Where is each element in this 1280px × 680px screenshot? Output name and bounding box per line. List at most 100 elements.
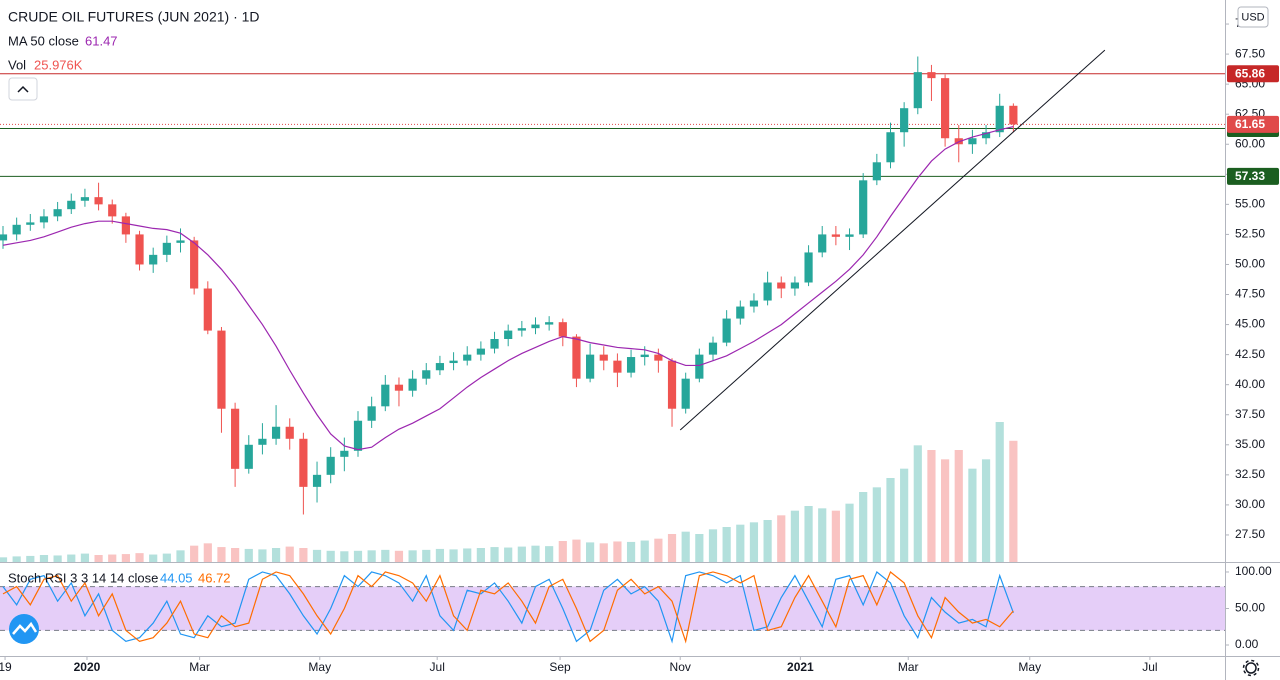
volume-bar <box>121 554 130 562</box>
logo[interactable] <box>9 614 39 644</box>
volume-bar <box>613 541 622 562</box>
candle-body <box>804 252 813 283</box>
x-tick-label: Jul <box>430 660 445 674</box>
x-tick-label: Mar <box>898 660 919 674</box>
candle-body <box>872 162 881 181</box>
candle-body <box>626 357 636 373</box>
candle-body <box>271 426 281 439</box>
y-tick-label: 55.00 <box>1235 197 1265 211</box>
volume-bar <box>258 549 267 562</box>
candle-body <box>1009 105 1018 125</box>
candle-body <box>53 209 62 217</box>
y-tick-label: 37.50 <box>1235 407 1265 421</box>
volume-bar <box>312 549 322 562</box>
volume-bar <box>777 515 786 562</box>
y-tick-label: 30.00 <box>1235 497 1265 511</box>
candle-body <box>981 132 991 139</box>
volume-bar <box>490 547 499 562</box>
volume-bar <box>135 553 144 562</box>
y-tick-label: 60.00 <box>1235 136 1265 150</box>
volume-bar <box>12 556 21 562</box>
volume-bar <box>394 550 404 562</box>
stoch-band <box>0 586 1225 631</box>
candle-body <box>667 360 677 409</box>
ma-line <box>2 126 1014 451</box>
volume-bar <box>435 548 445 562</box>
currency-box[interactable]: USD <box>1237 6 1269 28</box>
settings-icon[interactable] <box>1242 659 1260 677</box>
candle-body <box>818 234 827 253</box>
volume-bar <box>708 529 718 562</box>
candle-body <box>845 234 854 237</box>
volume-bar <box>804 506 813 562</box>
candle-body <box>463 354 472 361</box>
y2-tick-label: 0.00 <box>1235 637 1259 651</box>
ma-label: MA 50 close <box>8 33 79 48</box>
price-badge <box>1227 65 1279 83</box>
chart-title: CRUDE OIL FUTURES (JUN 2021) · 1D <box>8 9 260 25</box>
volume-bar <box>53 555 62 562</box>
volume-bar <box>913 445 922 562</box>
stoch-k-line <box>2 571 1014 644</box>
candle-body <box>244 444 253 469</box>
x-tick-label: May <box>308 660 331 674</box>
volume-bar <box>626 541 636 562</box>
candle-body <box>613 360 622 373</box>
x-tick-label: 19 <box>0 660 12 674</box>
y-tick-label: 47.50 <box>1235 287 1265 301</box>
candle-body <box>121 216 130 235</box>
trend-line <box>679 49 1106 431</box>
ma-value: 61.47 <box>85 33 118 48</box>
candle-body <box>422 370 431 379</box>
volume-bar <box>831 510 840 562</box>
candle-body <box>435 363 445 371</box>
x-tick-label: Nov <box>670 660 691 674</box>
candle-body <box>381 384 390 407</box>
candle-body <box>176 240 185 243</box>
volume-bar <box>981 459 991 562</box>
candle-body <box>217 330 226 409</box>
volume-bar <box>203 543 212 562</box>
candle-body <box>285 426 294 439</box>
candle-body <box>449 360 458 364</box>
volume-bar <box>39 555 49 562</box>
volume-bar <box>886 478 895 562</box>
collapse-button[interactable] <box>8 77 38 101</box>
candle-body <box>231 408 240 469</box>
y-tick-label: 67.50 <box>1235 46 1265 60</box>
candle-body <box>722 318 731 343</box>
candle-body <box>968 138 977 145</box>
x-tick-label: Mar <box>189 660 210 674</box>
volume-bar <box>299 548 308 562</box>
candle-body <box>572 336 581 379</box>
candle-body <box>504 330 513 340</box>
volume-bar <box>340 551 349 562</box>
volume-bar <box>790 510 800 562</box>
candle-body <box>353 420 363 451</box>
volume-bar <box>599 543 608 562</box>
stoch-d-line <box>2 571 1014 644</box>
volume-bar <box>463 548 472 562</box>
volume-bar <box>353 550 363 562</box>
volume-bar <box>681 531 690 562</box>
x-tick-label: Jul <box>1142 660 1157 674</box>
candle-body <box>203 288 212 331</box>
candle-body <box>12 224 21 235</box>
vol-value: 25.976K <box>34 57 83 72</box>
volume-bar <box>217 547 226 562</box>
volume-bar <box>80 553 90 562</box>
candle-body <box>586 354 595 379</box>
candle-body <box>708 342 718 355</box>
price-badge-label: 65.86 <box>1235 66 1265 80</box>
volume-bar <box>722 527 731 562</box>
y-tick-label: 40.00 <box>1235 377 1265 391</box>
candle-body <box>763 282 772 301</box>
volume-bar <box>545 546 554 562</box>
volume-bar <box>231 548 240 562</box>
candle-body <box>695 354 704 379</box>
volume-bar <box>640 540 649 562</box>
price-badge <box>1227 115 1279 133</box>
price-badge <box>1227 167 1279 185</box>
volume-bar <box>162 553 171 562</box>
